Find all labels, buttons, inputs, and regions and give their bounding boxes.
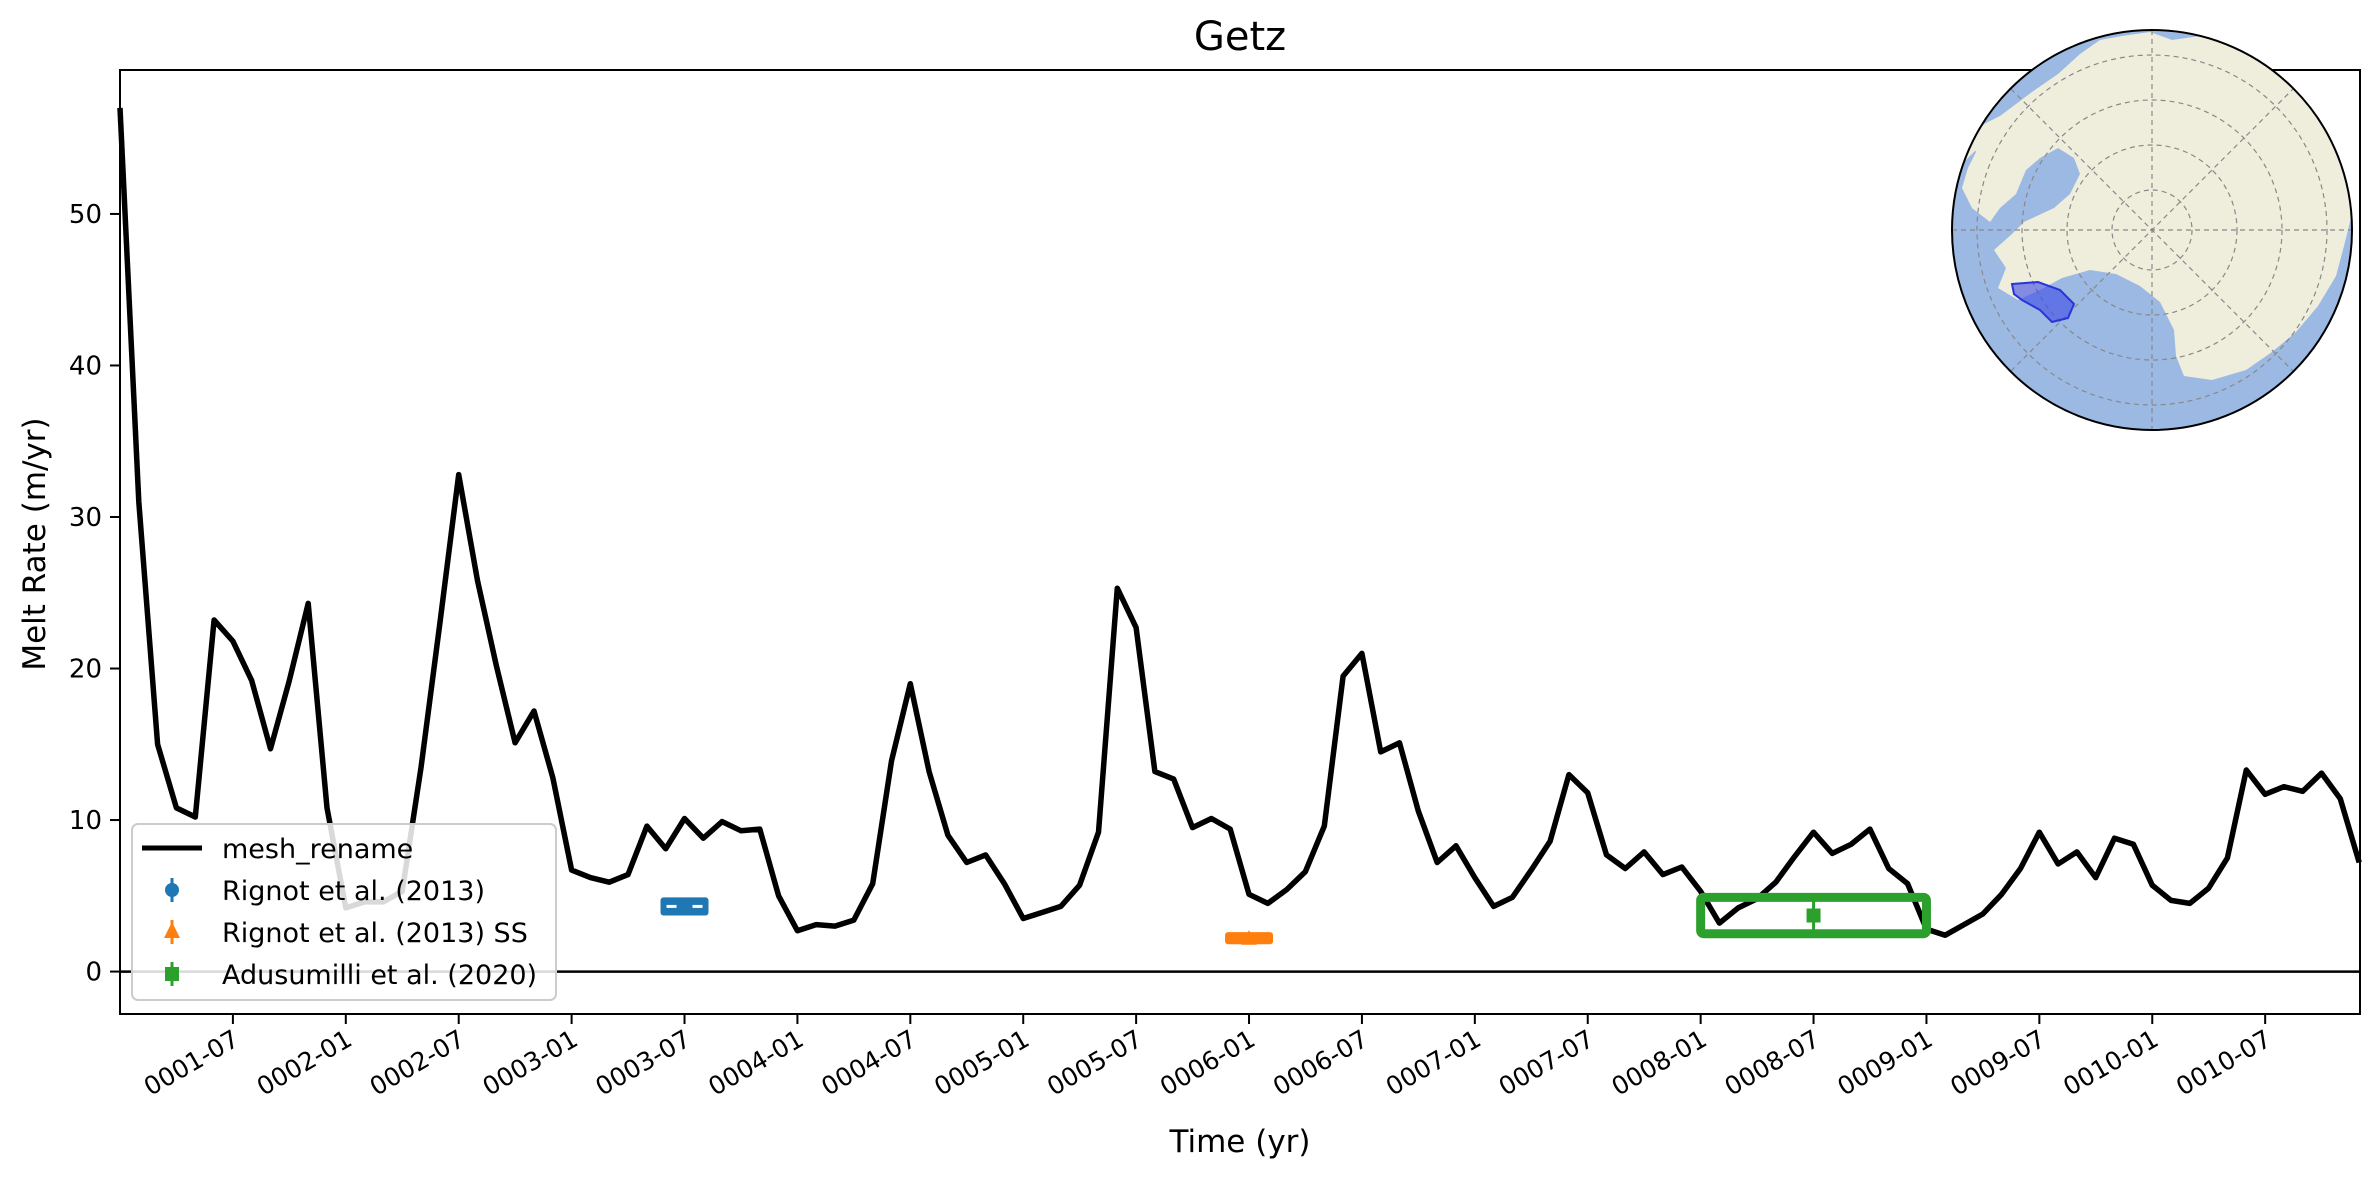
- map-land-antarctica: [1962, 32, 2352, 380]
- observation-marker-2: [1806, 908, 1821, 923]
- x-ticks: 0001-07 0002-01 0002-07 0003-01 0003-07 0004-…: [139, 1014, 2276, 1101]
- x-tick-label-5: 0004-01: [703, 1024, 808, 1101]
- observation-bar-0: [660, 897, 709, 916]
- x-tick-label-18: 0010-07: [2171, 1024, 2276, 1101]
- legend-label-rignot-ss: Rignot et al. (2013) SS: [222, 918, 528, 949]
- legend-marker-adusumilli: [165, 967, 179, 981]
- chart-title: Getz: [1194, 14, 1286, 60]
- observation-1: [1225, 930, 1274, 945]
- legend-box: [131, 823, 557, 1001]
- x-tick-label-10: 0006-07: [1268, 1024, 1373, 1101]
- y-tick-label-5: 50: [69, 200, 102, 230]
- x-tick-label-14: 0008-07: [1720, 1024, 1825, 1101]
- antarctica-inset-map: [1951, 29, 2353, 431]
- getz-region-highlight: [2010, 280, 2076, 324]
- observation-marker-1: [1241, 930, 1257, 945]
- x-tick-label-12: 0007-07: [1494, 1024, 1599, 1101]
- y-axis-label: Melt Rate (m/yr): [17, 417, 53, 670]
- x-tick-label-7: 0005-01: [929, 1024, 1034, 1101]
- observation-2: [1696, 892, 1931, 939]
- y-tick-label-1: 10: [69, 806, 102, 836]
- series-layer: [117, 107, 2362, 938]
- x-axis-label: Time (yr): [1169, 1124, 1311, 1160]
- legend-label-adusumilli: Adusumilli et al. (2020): [222, 960, 537, 991]
- x-tick-label-1: 0002-01: [252, 1024, 357, 1101]
- observation-0: [660, 897, 709, 916]
- y-tick-label-2: 20: [69, 655, 102, 685]
- y-tick-label-0: 0: [85, 958, 102, 988]
- map-graticule: [1952, 30, 2352, 430]
- map-border: [1951, 29, 2353, 431]
- plot-frame: [119, 69, 2361, 1015]
- x-tick-label-6: 0004-07: [816, 1024, 921, 1101]
- x-tick-label-4: 0003-07: [591, 1024, 696, 1101]
- y-tick-label-3: 30: [69, 503, 102, 533]
- x-tick-label-3: 0003-01: [478, 1024, 583, 1101]
- x-tick-label-9: 0006-01: [1155, 1024, 1260, 1101]
- x-tick-label-15: 0009-01: [1832, 1024, 1937, 1101]
- legend: mesh_rename Rignot et al. (2013) Rignot …: [131, 823, 557, 1001]
- x-tick-label-0: 0001-07: [139, 1024, 244, 1101]
- x-tick-label-8: 0005-07: [1042, 1024, 1147, 1101]
- legend-label-mesh-rename: mesh_rename: [222, 834, 413, 865]
- series-line-0: [117, 107, 2362, 938]
- y-ticks: 0 10 20 30 40 50: [69, 200, 120, 988]
- observations-layer: [660, 892, 1931, 945]
- legend-marker-rignot-ss: [164, 922, 180, 938]
- x-tick-label-2: 0002-07: [365, 1024, 470, 1101]
- x-tick-label-16: 0009-07: [1945, 1024, 2050, 1101]
- legend-label-rignot: Rignot et al. (2013): [222, 876, 485, 907]
- x-tick-label-11: 0007-01: [1381, 1024, 1486, 1101]
- legend-marker-rignot: [165, 883, 179, 897]
- x-tick-label-13: 0008-01: [1607, 1024, 1712, 1101]
- y-tick-label-4: 40: [69, 351, 102, 381]
- x-tick-label-17: 0010-01: [2058, 1024, 2163, 1101]
